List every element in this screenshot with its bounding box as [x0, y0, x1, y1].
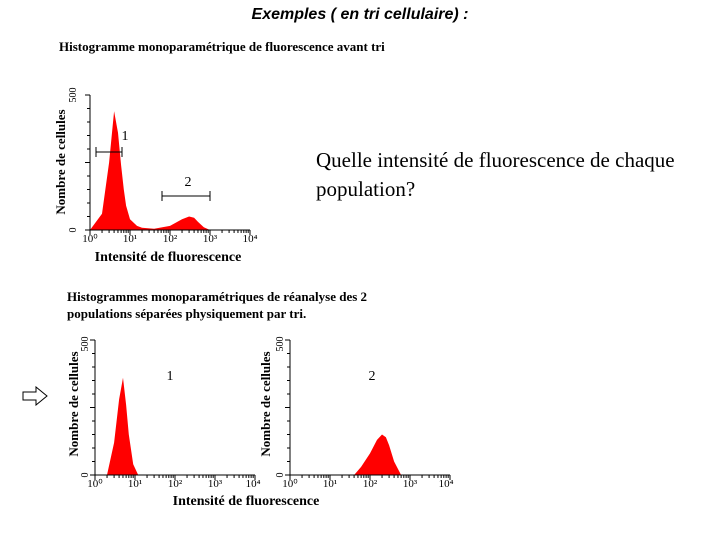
double-arrow-right-icon	[22, 386, 48, 406]
x-tick-label: 10⁰	[87, 478, 103, 490]
question-text: Quelle intensité de fluorescence de chaq…	[316, 148, 675, 201]
y-tick-0: 0	[68, 228, 79, 233]
y-axis-label: Nombre de cellules	[66, 351, 81, 456]
x-tick-label: 10²	[163, 233, 178, 245]
population-label-2: 2	[369, 369, 376, 384]
top-histogram-caption: Histogramme monoparamétrique de fluoresc…	[59, 39, 385, 54]
x-tick-label: 10¹	[323, 478, 337, 490]
x-tick-label: 10²	[363, 478, 378, 490]
x-tick-label: 10³	[203, 233, 218, 245]
chart-population-1: 0 500 Nombre de cellules 1 10⁰ 10¹ 10² 1…	[66, 337, 261, 491]
x-tick-label: 10⁰	[82, 233, 98, 245]
y-axis-label: Nombre de cellules	[258, 351, 273, 456]
region-marker-2: 2	[161, 175, 211, 201]
x-tick-label: 10¹	[123, 233, 137, 245]
bottom-x-axis-label: Intensité de fluorescence	[173, 494, 320, 509]
histogram-area	[90, 111, 210, 230]
region-label-1: 1	[122, 129, 129, 144]
chart-before-sort: 0 500 Nombre de cellules Intensité de fl…	[53, 88, 258, 266]
x-tick-label: 10¹	[128, 478, 142, 490]
x-tick-label: 10⁴	[243, 233, 258, 245]
y-tick-500: 500	[275, 337, 286, 352]
bottom-histograms-caption: Histogrammes monoparamétriques de réanal…	[67, 289, 368, 321]
y-tick-0: 0	[80, 473, 91, 478]
y-axis-label: Nombre de cellules	[53, 109, 68, 214]
histogram-area	[107, 377, 139, 475]
x-axis-label: Intensité de fluorescence	[95, 250, 242, 265]
y-tick-500: 500	[68, 88, 79, 103]
region-label-2: 2	[185, 175, 192, 190]
region-marker-1: 1	[95, 129, 129, 157]
x-tick-label: 10³	[208, 478, 223, 490]
x-tick-label: 10³	[403, 478, 418, 490]
slide-title: Exemples ( en tri cellulaire) :	[251, 6, 469, 23]
y-tick-500: 500	[80, 337, 91, 352]
x-tick-label: 10⁴	[439, 478, 454, 490]
population-label-1: 1	[167, 369, 174, 384]
chart-population-2: 0 500 Nombre de cellules 2 10⁰ 10¹ 10² 1…	[258, 337, 454, 491]
histogram-area	[354, 434, 402, 475]
x-tick-label: 10²	[168, 478, 183, 490]
x-tick-label: 10⁴	[246, 478, 261, 490]
y-tick-0: 0	[275, 473, 286, 478]
x-tick-label: 10⁰	[282, 478, 298, 490]
